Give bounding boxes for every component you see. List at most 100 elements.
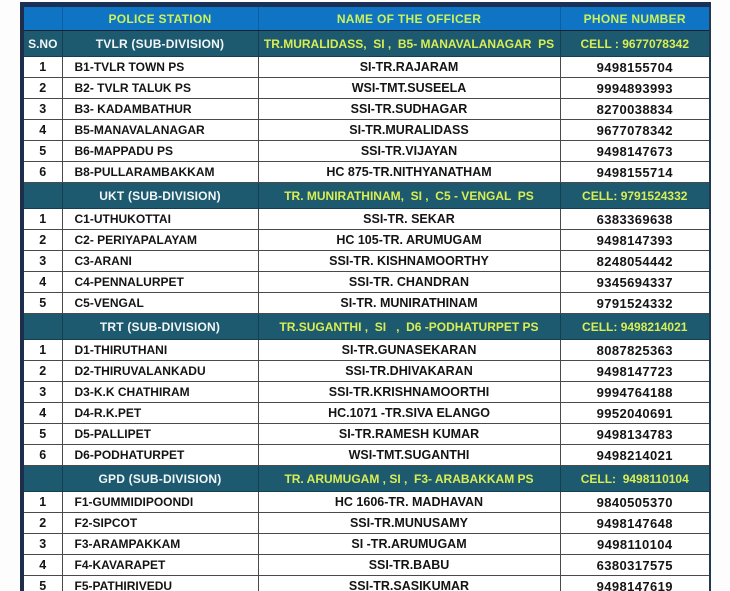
officer-cell: WSI-TMT.SUSEELA — [257, 77, 561, 99]
phone-cell: 9498214021 — [559, 444, 711, 466]
sno-cell: 1 — [21, 56, 63, 78]
section-title-cell: TVLR (SUB-DIVISION) — [61, 30, 259, 57]
table-row: 5 C5-VENGAL SI-TR. MUNIRATHINAM 97915243… — [21, 292, 711, 314]
officer-cell: SI-TR.RAMESH KUMAR — [257, 423, 561, 445]
table-row: 3 C3-ARANI SSI-TR. KISHNAMOORTHY 8248054… — [21, 250, 711, 272]
station-cell: F4-KAVARAPET — [61, 554, 259, 576]
phone-cell: 9498147393 — [559, 229, 711, 251]
phone-cell: 6380317575 — [559, 554, 711, 576]
phone-cell: 9498147673 — [559, 140, 711, 162]
phone-cell: 9994893993 — [559, 77, 711, 99]
table-row: 1 D1-THIRUTHANI SI-TR.GUNASEKARAN 808782… — [21, 339, 711, 361]
phone-cell: 9952040691 — [559, 402, 711, 424]
station-cell: C3-ARANI — [61, 250, 259, 272]
station-cell: F1-GUMMIDIPOONDI — [61, 491, 259, 513]
phone-cell: 9498155714 — [559, 161, 711, 183]
phone-cell: 9498155704 — [559, 56, 711, 78]
station-cell: D5-PALLIPET — [61, 423, 259, 445]
station-cell: C5-VENGAL — [61, 292, 259, 314]
section-title-cell: TRT (SUB-DIVISION) — [61, 313, 259, 340]
sno-cell: 1 — [21, 491, 63, 513]
officer-cell: SSI-TR. KISHNAMOORTHY — [257, 250, 561, 272]
station-cell: F2-SIPCOT — [61, 512, 259, 534]
phone-cell: 9498147648 — [559, 512, 711, 534]
sno-cell: 4 — [21, 554, 63, 576]
table-row: 4 B5-MANAVALANAGAR SI-TR.MURALIDASS 9677… — [21, 119, 711, 141]
table-row: 1 C1-UTHUKOTTAI SSI-TR. SEKAR 6383369638 — [21, 208, 711, 230]
station-cell: B3- KADAMBATHUR — [61, 98, 259, 120]
station-cell: B5-MANAVALANAGAR — [61, 119, 259, 141]
officer-cell: SSI-TR.KRISHNAMOORTHI — [257, 381, 561, 403]
sno-cell: 4 — [21, 271, 63, 293]
station-cell: D1-THIRUTHANI — [61, 339, 259, 361]
officer-cell: HC.1071 -TR.SIVA ELANGO — [257, 402, 561, 424]
phone-cell: 8087825363 — [559, 339, 711, 361]
table-row: 4 F4-KAVARAPET SSI-TR.BABU 6380317575 — [21, 554, 711, 576]
phone-cell: 9994764188 — [559, 381, 711, 403]
police-directory-table: POLICE STATION NAME OF THE OFFICER PHONE… — [20, 2, 711, 591]
section-officer-cell: TR. MUNIRATHINAM, SI , C5 - VENGAL PS — [257, 182, 561, 209]
officer-cell: HC 1606-TR. MADHAVAN — [257, 491, 561, 513]
station-cell: C2- PERIYAPALAYAM — [61, 229, 259, 251]
corner-cell — [21, 4, 63, 31]
section-title-cell: GPD (SUB-DIVISION) — [61, 465, 259, 492]
sno-cell: 1 — [21, 339, 63, 361]
officer-cell: SI-TR.GUNASEKARAN — [257, 339, 561, 361]
sno-header-cell: S.NO — [21, 30, 63, 57]
phone-cell: 9498147723 — [559, 360, 711, 382]
table-row: 5 B6-MAPPADU PS SSI-TR.VIJAYAN 949814767… — [21, 140, 711, 162]
table-row: 3 F3-ARAMPAKKAM SI -TR.ARUMUGAM 94981101… — [21, 533, 711, 555]
sno-cell: 3 — [21, 98, 63, 120]
section-header-ukt: UKT (SUB-DIVISION) TR. MUNIRATHINAM, SI … — [21, 182, 711, 209]
officer-cell: SSI-TR.MUNUSAMY — [257, 512, 561, 534]
sno-cell: 5 — [21, 140, 63, 162]
sno-cell: 3 — [21, 533, 63, 555]
section-cell-number: CELL: 9791524332 — [559, 182, 711, 209]
station-cell: D2-THIRUVALANKADU — [61, 360, 259, 382]
station-cell: D4-R.K.PET — [61, 402, 259, 424]
table-row: 3 B3- KADAMBATHUR SSI-TR.SUDHAGAR 827003… — [21, 98, 711, 120]
officer-cell: HC 875-TR.NITHYANATHAM — [257, 161, 561, 183]
section-cell-number: CELL: 9498214021 — [559, 313, 711, 340]
phone-cell: 9791524332 — [559, 292, 711, 314]
table-row: 6 B8-PULLARAMBAKKAM HC 875-TR.NITHYANATH… — [21, 161, 711, 183]
station-cell: B8-PULLARAMBAKKAM — [61, 161, 259, 183]
table-row: 1 B1-TVLR TOWN PS SI-TR.RAJARAM 94981557… — [21, 56, 711, 78]
phone-cell: 9498134783 — [559, 423, 711, 445]
section-header-tvlr: S.NO TVLR (SUB-DIVISION) TR.MURALIDASS, … — [21, 30, 711, 57]
sno-cell: 3 — [21, 250, 63, 272]
phone-cell: 9345694337 — [559, 271, 711, 293]
officer-cell: HC 105-TR. ARUMUGAM — [257, 229, 561, 251]
section-officer-cell: TR.SUGANTHI , SI , D6 -PODHATURPET PS — [257, 313, 561, 340]
column-header-officer-name: NAME OF THE OFFICER — [257, 4, 561, 31]
station-cell: D6-PODHATURPET — [61, 444, 259, 466]
phone-cell: 9677078342 — [559, 119, 711, 141]
table-row: 2 F2-SIPCOT SSI-TR.MUNUSAMY 9498147648 — [21, 512, 711, 534]
officer-cell: SSI-TR.DHIVAKARAN — [257, 360, 561, 382]
sno-cell: 6 — [21, 444, 63, 466]
table-row: 1 F1-GUMMIDIPOONDI HC 1606-TR. MADHAVAN … — [21, 491, 711, 513]
sno-cell: 2 — [21, 360, 63, 382]
column-header-police-station: POLICE STATION — [61, 4, 259, 31]
directory-table-wrap: POLICE STATION NAME OF THE OFFICER PHONE… — [20, 2, 711, 591]
table-row: 5 D5-PALLIPET SI-TR.RAMESH KUMAR 9498134… — [21, 423, 711, 445]
section-officer-cell: TR. ARUMUGAM , SI , F3- ARABAKKAM PS — [257, 465, 561, 492]
station-cell: F3-ARAMPAKKAM — [61, 533, 259, 555]
table-row: 2 C2- PERIYAPALAYAM HC 105-TR. ARUMUGAM … — [21, 229, 711, 251]
sno-header-cell — [21, 465, 63, 492]
sno-cell: 5 — [21, 423, 63, 445]
phone-cell: 9840505370 — [559, 491, 711, 513]
officer-cell: SSI-TR.BABU — [257, 554, 561, 576]
station-cell: B1-TVLR TOWN PS — [61, 56, 259, 78]
officer-cell: SSI-TR.VIJAYAN — [257, 140, 561, 162]
section-cell-number: CELL: 9498110104 — [559, 465, 711, 492]
section-title-cell: UKT (SUB-DIVISION) — [61, 182, 259, 209]
table-row: 4 D4-R.K.PET HC.1071 -TR.SIVA ELANGO 995… — [21, 402, 711, 424]
phone-cell: 9498110104 — [559, 533, 711, 555]
station-cell: C1-UTHUKOTTAI — [61, 208, 259, 230]
table-row: 6 D6-PODHATURPET WSI-TMT.SUGANTHI 949821… — [21, 444, 711, 466]
officer-cell: SSI-TR. SEKAR — [257, 208, 561, 230]
station-cell: B2- TVLR TALUK PS — [61, 77, 259, 99]
officer-cell: SSI-TR. CHANDRAN — [257, 271, 561, 293]
